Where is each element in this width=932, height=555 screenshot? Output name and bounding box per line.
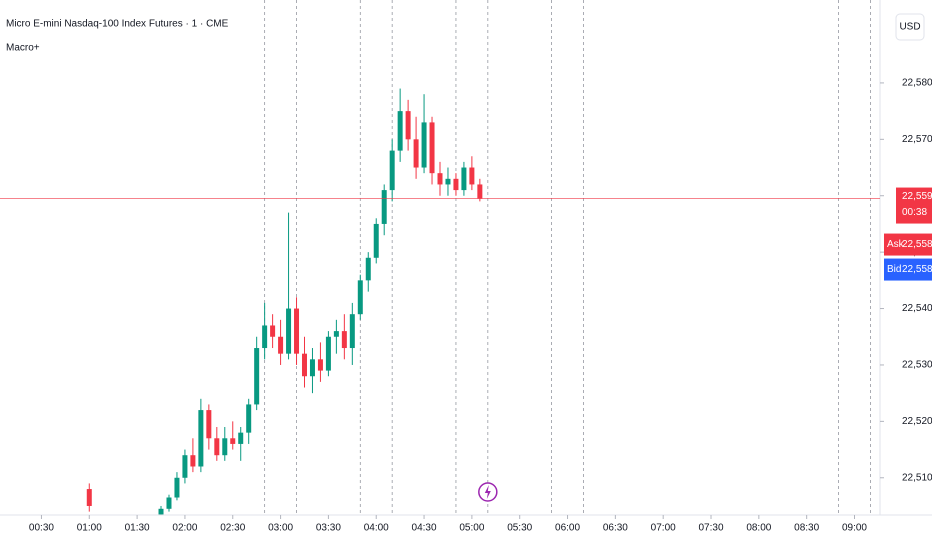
x-tick-label: 04:30 [412, 523, 437, 534]
candle-body [86, 489, 92, 506]
candle-body [270, 325, 276, 337]
candle-body [341, 331, 347, 349]
candle-body [190, 455, 196, 467]
x-tick-label: 08:30 [794, 523, 819, 534]
currency-box[interactable] [895, 13, 925, 41]
candle-body [373, 223, 379, 258]
ask-tag [884, 233, 932, 256]
x-tick-label: 01:00 [77, 523, 102, 534]
candle-body [214, 438, 220, 456]
candle-body [421, 122, 427, 168]
candle-body [254, 348, 260, 405]
last-price-label: 22,559.50 [902, 191, 932, 202]
candle-body [381, 190, 387, 224]
x-tick-label: 03:00 [268, 523, 293, 534]
bid-tag [884, 258, 932, 281]
candle-body [206, 410, 212, 439]
candle-body [461, 167, 467, 191]
x-tick-label: 07:30 [698, 523, 723, 534]
candle-body [397, 111, 403, 151]
candle-body [429, 122, 435, 174]
candle-body [198, 410, 204, 467]
y-tick-label: 22,520.00 [902, 416, 932, 427]
x-tick-label: 07:00 [651, 523, 676, 534]
candle-body [477, 184, 483, 199]
candle-body [286, 308, 292, 354]
candle-body [309, 359, 315, 377]
indicator-name[interactable]: Macro+ [6, 43, 40, 54]
candle-body [174, 477, 180, 498]
candle-body [413, 139, 419, 168]
countdown: 00:38 [902, 207, 927, 218]
y-tick-label: 22,530.00 [902, 360, 932, 371]
ask-label: 22,558.25 [902, 239, 932, 250]
candle-body [262, 325, 268, 349]
candle-body [325, 336, 331, 371]
candle-body [437, 173, 443, 185]
x-tick-label: 06:00 [555, 523, 580, 534]
x-tick-label: 09:00 [842, 523, 867, 534]
candle-body [469, 167, 475, 185]
candle-body [445, 178, 451, 185]
x-tick-label: 05:00 [459, 523, 484, 534]
y-tick-label: 22,580.00 [902, 78, 932, 89]
candle-body [158, 508, 164, 515]
x-tick-label: 02:30 [220, 523, 245, 534]
y-tick-label: 22,540.00 [902, 303, 932, 314]
x-tick-label: 08:00 [746, 523, 771, 534]
candle-body [222, 438, 228, 456]
candle-body [166, 497, 172, 509]
x-tick-label: 01:30 [125, 523, 150, 534]
event-icon [484, 485, 491, 499]
candle-body [357, 280, 363, 315]
bid-name: Bid [887, 264, 901, 275]
x-tick-label: 00:30 [29, 523, 54, 534]
candle-body [405, 111, 411, 140]
candle-body [182, 455, 188, 478]
candle-body [453, 178, 459, 191]
candle-body [317, 359, 323, 371]
last-price-tag [896, 187, 932, 224]
candle-body [294, 308, 300, 354]
bid-label: 22,558.00 [902, 264, 932, 275]
candle-body [301, 353, 307, 377]
candle-body [278, 336, 284, 354]
x-tick-label: 03:30 [316, 523, 341, 534]
candle-body [333, 331, 339, 337]
candle-body [389, 150, 395, 191]
candle-body [238, 432, 244, 444]
ask-name: Ask [887, 239, 905, 250]
x-tick-label: 04:00 [364, 523, 389, 534]
candle-body [349, 314, 355, 349]
candle-body [365, 257, 371, 281]
x-tick-label: 02:00 [172, 523, 197, 534]
x-tick-label: 05:30 [507, 523, 532, 534]
candle-body [230, 438, 236, 444]
y-tick-label: 22,570.00 [902, 134, 932, 145]
currency: USD [899, 22, 920, 33]
chart-title: Micro E-mini Nasdaq-100 Index Futures · … [6, 19, 229, 30]
candle-body [246, 404, 252, 433]
x-tick-label: 06:30 [603, 523, 628, 534]
y-tick-label: 22,510.00 [902, 472, 932, 483]
